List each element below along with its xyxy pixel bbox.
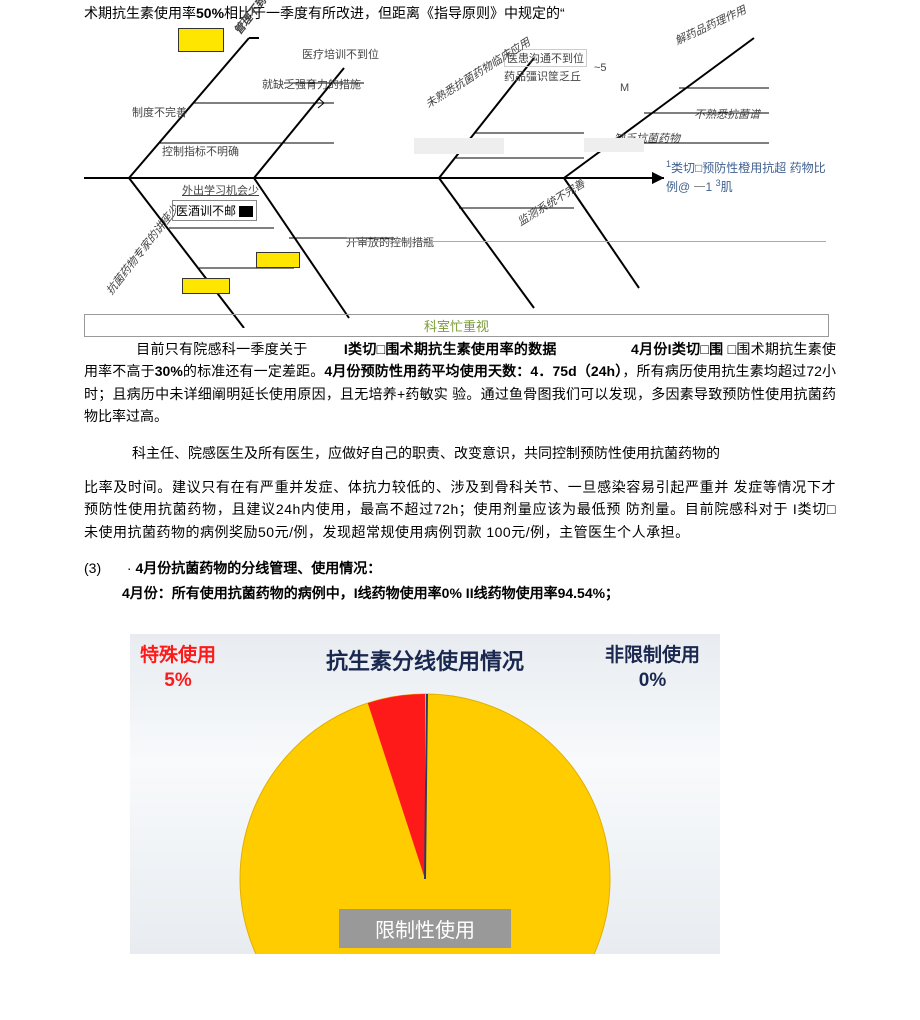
- pie-chart: 抗生素分线使用情况 特殊使用 5% 非限制使用 0% 限制性使用: [130, 634, 720, 954]
- top-prefix: 术期抗生素使用率: [84, 5, 196, 21]
- fishbone-result: 1类切□预防性橙用抗超 药物比例@ 一1 3肌: [666, 158, 831, 196]
- yellow-box: [182, 278, 230, 294]
- fb-label-open: 开审放的控制措瓶: [346, 234, 434, 250]
- p4-dot: ·: [127, 560, 132, 576]
- fb-label-m: M: [620, 82, 629, 94]
- p4-bold: 4月份抗菌药物的分线管理、使用情况：: [135, 560, 381, 576]
- p1-c: 4月份I类切□围: [631, 341, 723, 357]
- p3-text: 比率及时间。建议只有在有严重并发症、体抗力较低的、涉及到骨科关节、一旦感染容易引…: [84, 479, 836, 540]
- fb-label-medtrain: 医疗培训不到位: [302, 46, 379, 62]
- hr-line: [346, 241, 826, 242]
- grey-rect: [584, 138, 644, 152]
- p5-text: 4月份：所有使用抗菌药物的病例中，I线药物使用率0% II线药物使用率94.54…: [122, 585, 619, 601]
- paragraph-3: 比率及时间。建议只有在有严重并发症、体抗力较低的、涉及到骨科关节、一旦感染容易引…: [84, 476, 836, 543]
- yellow-box: [178, 28, 224, 52]
- top-pct: 50%: [196, 5, 224, 21]
- legend-nonrestrict-label: 非限制使用: [605, 644, 700, 669]
- fb-label-yixun: 医酒训不邮: [176, 204, 236, 218]
- white-box-yixun: 医酒训不邮: [172, 200, 257, 221]
- top-suffix: 相比于一季度有所改进，但距离《指导原则》中规定的“: [224, 5, 565, 21]
- legend-special-label: 特殊使用: [140, 644, 216, 669]
- result-text-3: 肌: [721, 180, 733, 194]
- p2-text: 科主任、院感医生及所有医生，应做好自己的职责、改变意识，共同控制预防性使用抗菌药…: [132, 445, 720, 461]
- fb-label-system: 制度不完善: [132, 104, 187, 120]
- p4-num: (3): [84, 560, 101, 576]
- fb-label-outlearn: 外出学习机会少: [182, 182, 259, 198]
- bottom-banner-text: 科室忙重视: [424, 319, 489, 334]
- paragraph-1: 目前只有院感科一季度关于 I类切□围术期抗生素使用率的数据 4月份I类切□围 □…: [84, 338, 836, 428]
- yellow-box: [256, 252, 300, 268]
- fishbone-bottom-banner: 科室忙重视: [84, 314, 829, 337]
- legend-limit: 限制性使用: [339, 909, 511, 948]
- grey-rect: [414, 138, 504, 154]
- p1-pct30: 30%: [155, 363, 183, 379]
- paragraph-5: 4月份：所有使用抗菌药物的病例中，I线药物使用率0% II线药物使用率94.54…: [84, 582, 836, 604]
- legend-nonrestrict-pct: 0%: [605, 669, 700, 694]
- paragraph-2: 科主任、院感医生及所有医生，应做好自己的职责、改变意识，共同控制预防性使用抗菌药…: [84, 442, 836, 464]
- fb-label-measure: 就缺乏强育力的措施: [262, 76, 361, 92]
- fb-label-spectrum: 不熟悉抗菌谱: [694, 106, 760, 122]
- p1-b: I类切□围术期抗生素使用率的数据: [344, 341, 557, 357]
- fb-label-target: 控制指标不明确: [162, 143, 239, 159]
- p1-restmid: 的标准还有一定差距。: [183, 363, 325, 379]
- legend-nonrestrict: 非限制使用 0%: [605, 644, 700, 693]
- result-text-2: 1: [706, 180, 716, 194]
- fb-label-5s: ~5: [594, 62, 607, 74]
- fb-label-drugid: 药品彊识筐乏丘: [504, 68, 581, 84]
- result-text-1: 类切□预防性橙用抗超 药物比例@: [666, 161, 826, 194]
- legend-special: 特殊使用 5%: [140, 644, 216, 693]
- legend-special-pct: 5%: [140, 669, 216, 694]
- p1-bold1: 4月份预防性用药平均使用天数：4．75d（24h）: [324, 363, 622, 379]
- p1-a: 目前只有院感科一季度关于: [136, 341, 307, 357]
- fishbone-diagram: 管理不到位 医疗培训不到位 就缺乏强育力的措施 制度不完善 控制指标不明确 外出…: [84, 28, 836, 328]
- paragraph-4: (3) · 4月份抗菌药物的分线管理、使用情况：: [84, 557, 836, 579]
